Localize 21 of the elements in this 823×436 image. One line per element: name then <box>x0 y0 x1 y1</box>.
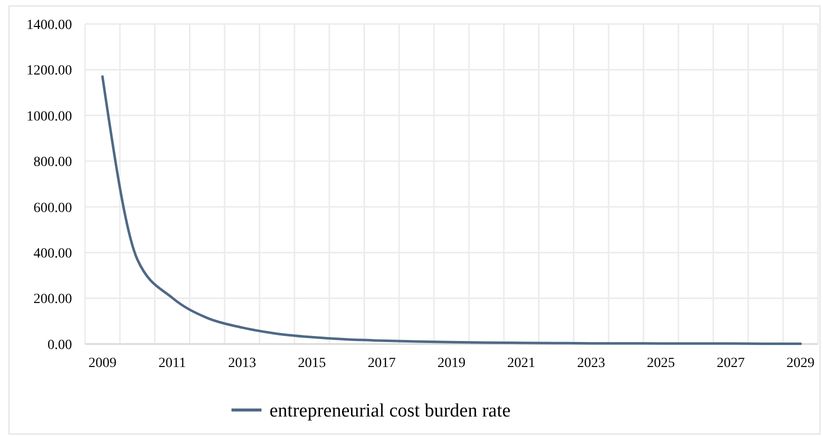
x-tick-label: 2009 <box>88 356 116 371</box>
y-tick-label: 600.00 <box>34 200 72 216</box>
x-tick-label: 2023 <box>577 356 606 371</box>
x-tick-label: 2015 <box>298 356 326 371</box>
x-tick-label: 2013 <box>228 356 256 371</box>
x-tick-label: 2019 <box>438 356 466 371</box>
x-tick-label: 2011 <box>158 356 186 371</box>
y-tick-label: 400.00 <box>34 246 72 262</box>
y-tick-label: 800.00 <box>34 155 72 170</box>
x-tick-label: 2027 <box>716 356 745 371</box>
y-tick-label: 1400.00 <box>26 18 72 33</box>
y-tick-label: 0.00 <box>48 338 72 353</box>
y-tick-label: 200.00 <box>34 292 72 308</box>
x-tick-label: 2021 <box>507 356 536 371</box>
y-tick-label: 1200.00 <box>26 64 72 79</box>
line-series <box>101 75 802 346</box>
x-tick-label: 2017 <box>368 356 396 371</box>
x-tick-label: 2025 <box>646 356 675 371</box>
x-tick-label: 2029 <box>786 356 815 371</box>
y-tick-label: 1000.00 <box>26 109 72 124</box>
legend-label: entrepreneurial cost burden rate <box>270 400 511 422</box>
